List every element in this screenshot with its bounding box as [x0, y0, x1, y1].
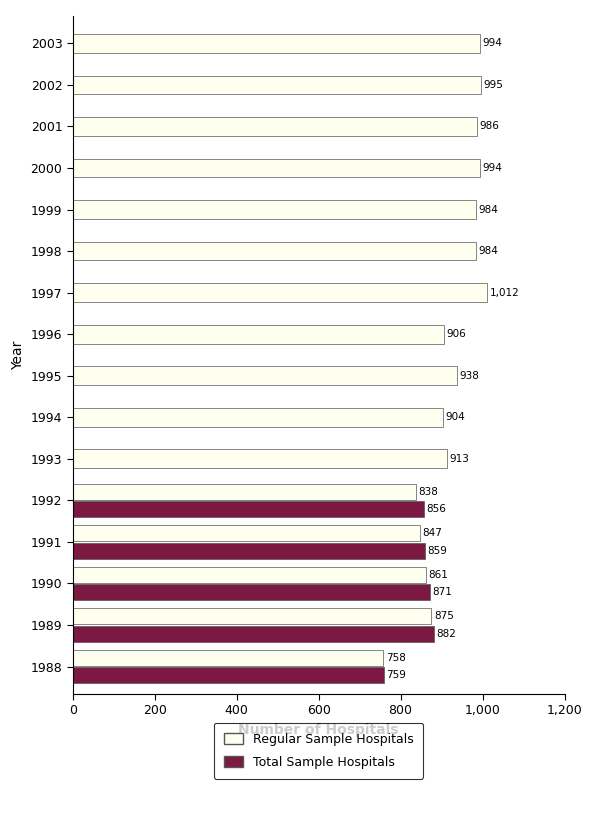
Text: 913: 913	[449, 454, 469, 463]
Bar	[73, 283, 487, 302]
Bar	[73, 501, 424, 517]
Text: 856: 856	[426, 504, 446, 514]
Text: 994: 994	[483, 38, 503, 48]
X-axis label: Number of Hospitals: Number of Hospitals	[239, 723, 399, 737]
Text: 1,012: 1,012	[490, 287, 520, 298]
Bar	[73, 667, 384, 683]
Bar	[73, 650, 384, 666]
Text: 906: 906	[447, 329, 466, 339]
Text: 875: 875	[434, 611, 453, 621]
Text: 871: 871	[432, 588, 452, 597]
Text: 994: 994	[483, 163, 503, 173]
Bar	[73, 325, 444, 344]
Bar	[73, 543, 425, 559]
Text: 838: 838	[419, 486, 438, 497]
Bar	[73, 567, 426, 583]
Bar	[73, 408, 443, 427]
Bar	[73, 526, 420, 541]
Text: 984: 984	[478, 246, 498, 256]
Text: 861: 861	[428, 570, 448, 579]
Text: 847: 847	[422, 528, 443, 539]
Bar	[73, 200, 476, 219]
Bar	[73, 584, 430, 600]
Bar	[73, 117, 477, 135]
Text: 986: 986	[480, 122, 499, 131]
Bar	[73, 158, 480, 177]
Bar	[73, 450, 447, 468]
Text: 995: 995	[483, 80, 503, 90]
Bar	[73, 242, 476, 260]
Text: 882: 882	[436, 629, 456, 639]
Bar	[73, 34, 480, 53]
Legend: Regular Sample Hospitals, Total Sample Hospitals: Regular Sample Hospitals, Total Sample H…	[214, 723, 424, 778]
Bar	[73, 609, 432, 624]
Text: 938: 938	[459, 370, 480, 381]
Bar	[73, 626, 434, 641]
Text: 759: 759	[386, 670, 406, 681]
Text: 904: 904	[446, 412, 466, 423]
Text: 758: 758	[386, 653, 405, 663]
Y-axis label: Year: Year	[11, 340, 25, 370]
Bar	[73, 366, 457, 385]
Text: 859: 859	[427, 546, 447, 556]
Bar	[73, 484, 416, 499]
Bar	[73, 76, 481, 94]
Text: 984: 984	[478, 205, 498, 215]
